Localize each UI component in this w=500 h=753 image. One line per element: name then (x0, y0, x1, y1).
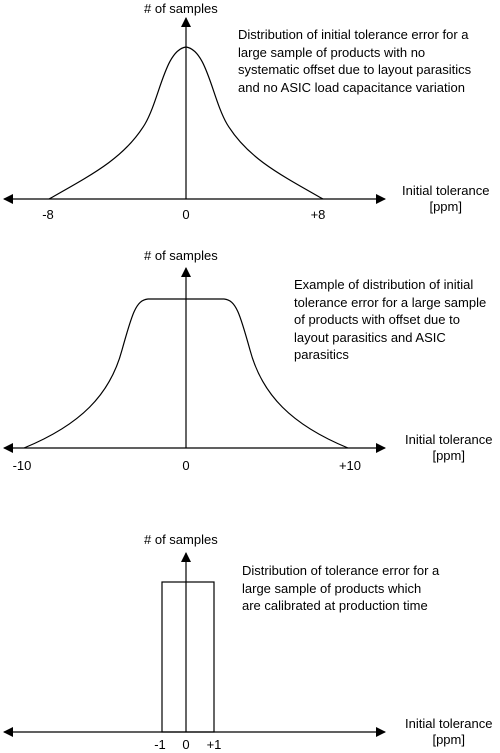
panel-1-tick-zero: 0 (182, 207, 190, 222)
panel-3-tick-zero: 0 (182, 737, 190, 752)
panel-2-tick-max: +10 (338, 458, 362, 473)
panel-3-x-axis-label-line-1: Initial tolerance (405, 716, 493, 731)
panel-3-tick-min: -1 (154, 737, 166, 752)
panel-2-x-axis-label-line-2: [ppm] (432, 448, 465, 463)
panel-1-bell-curve (48, 46, 324, 200)
panel-1-description: Distribution of initial tolerance error … (238, 27, 472, 95)
panel-2-x-axis-label: Initial tolerance [ppm] (405, 432, 492, 464)
panel-1-x-axis-label-line-1: Initial tolerance (402, 183, 490, 198)
panel-3-rectangular-distribution (161, 581, 215, 733)
panel-2-x-axis-label-line-1: Initial tolerance (405, 432, 493, 447)
panel-2-tick-zero: 0 (182, 458, 190, 473)
panel-2-flat-top-curve (23, 298, 349, 449)
panel-3-x-axis-label: Initial tolerance [ppm] (405, 716, 492, 748)
panel-3-graphics (3, 552, 386, 737)
panel-1-tick-min: -8 (42, 207, 54, 222)
panel-1-x-axis-label-line-2: [ppm] (429, 199, 462, 214)
panel-1-tick-max: +8 (310, 207, 326, 222)
panel-2-y-axis-label: # of samples (144, 248, 218, 263)
panel-3-y-axis-label: # of samples (144, 532, 218, 547)
panel-3-description: Distribution of tolerance error for a la… (242, 563, 440, 613)
panel-2-description: Example of distribution of initial toler… (294, 277, 487, 362)
panel-1-graphics (3, 17, 386, 204)
panel-3-x-axis-label-line-2: [ppm] (432, 732, 465, 747)
panel-2-graphics (3, 267, 386, 453)
panel-1-y-axis-label: # of samples (144, 1, 218, 16)
panel-2-tick-min: -10 (12, 458, 32, 473)
panel-3-tick-max: +1 (206, 737, 222, 752)
panel-1-x-axis-label: Initial tolerance [ppm] (402, 183, 489, 215)
